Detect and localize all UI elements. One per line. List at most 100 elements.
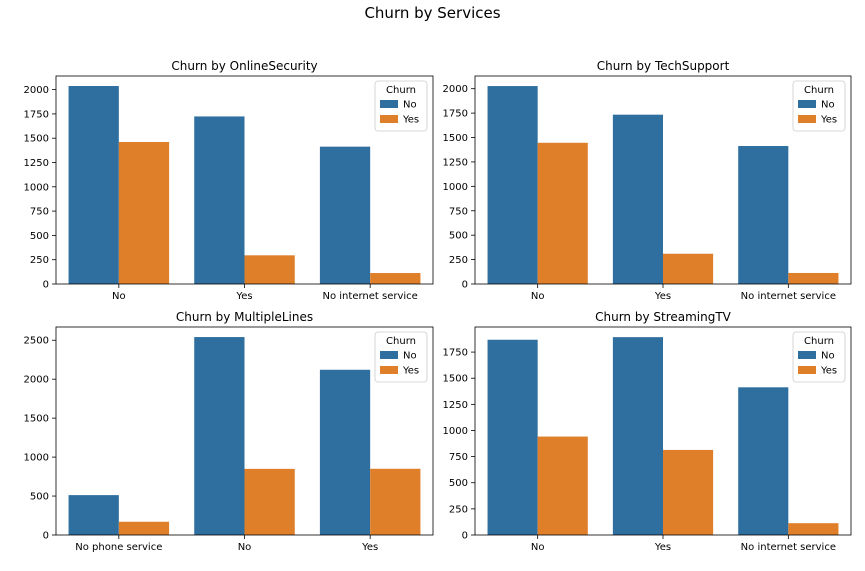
y-tick-label: 750 [30, 207, 49, 218]
bar-no-2 [612, 337, 663, 535]
y-tick-label: 1000 [443, 182, 468, 193]
x-tick-label: No [531, 542, 545, 553]
y-tick-label: 500 [30, 492, 49, 503]
chart-panel-1: Churn by OnlineSecurity 0 250 500 750 1000 125… [24, 59, 434, 302]
legend-label-no: No [821, 100, 835, 111]
y-tick-label: 250 [30, 255, 49, 266]
bar-yes-3 [788, 523, 839, 535]
x-tick-label: No internet service [741, 291, 836, 302]
x-tick-label: No internet service [741, 542, 836, 553]
y-tick-label: 750 [449, 452, 468, 463]
legend-label-yes: Yes [402, 115, 419, 126]
y-tick-label: 500 [449, 231, 468, 242]
legend-swatch-yes [380, 366, 398, 374]
bar-yes-1 [537, 436, 588, 535]
bar-yes-3 [370, 468, 421, 535]
legend-swatch-yes [798, 115, 816, 123]
legend: Churn No Yes [374, 80, 428, 132]
legend-swatch-no [380, 100, 398, 108]
y-tick-label: 1750 [443, 109, 468, 120]
bar-yes-2 [663, 253, 714, 284]
bar-yes-1 [118, 521, 170, 535]
bar-no-1 [487, 339, 538, 535]
bar-no-3 [738, 146, 789, 284]
bar-yes-1 [537, 142, 588, 284]
legend-label-no: No [403, 351, 417, 362]
legend: Churn No Yes [792, 80, 846, 132]
legend-label-no: No [403, 100, 417, 111]
bar-no-3 [319, 369, 371, 535]
bar-yes-3 [788, 272, 839, 284]
bar-yes-2 [663, 449, 714, 535]
bar-no-1 [68, 495, 119, 535]
legend-label-yes: Yes [402, 366, 419, 377]
legend: Churn No Yes [792, 331, 846, 383]
y-tick-label: 1500 [24, 414, 49, 425]
legend-title: Churn [386, 85, 416, 96]
bar-yes-1 [118, 141, 170, 284]
legend-swatch-yes [380, 115, 398, 123]
legend-swatch-no [798, 100, 816, 108]
y-tick-label: 0 [462, 280, 468, 291]
legend-title: Churn [386, 336, 416, 347]
x-tick-label: No [238, 542, 252, 553]
bar-no-2 [194, 337, 245, 535]
legend-label-no: No [821, 351, 835, 362]
y-tick-label: 1500 [443, 374, 468, 385]
bar-no-1 [68, 86, 119, 284]
legend-title: Churn [804, 85, 834, 96]
bar-no-1 [487, 86, 538, 284]
y-tick-label: 250 [449, 504, 468, 515]
legend-swatch-no [380, 351, 398, 359]
bar-no-2 [194, 116, 245, 284]
x-tick-label: Yes [235, 291, 252, 302]
legend-swatch-no [798, 351, 816, 359]
y-tick-label: 1000 [24, 453, 49, 464]
y-tick-label: 1250 [443, 157, 468, 168]
bar-no-3 [319, 146, 371, 284]
y-tick-label: 2000 [24, 375, 49, 386]
x-tick-label: No [112, 291, 126, 302]
x-tick-label: No [531, 291, 545, 302]
chart-title: Churn by OnlineSecurity [171, 59, 317, 73]
legend-swatch-yes [798, 366, 816, 374]
chart-panel-4: Churn by StreamingTV 0 250 500 750 1000 1250 15… [443, 310, 852, 553]
y-tick-label: 2000 [443, 84, 468, 95]
y-tick-label: 1250 [443, 400, 468, 411]
y-tick-label: 1250 [24, 158, 49, 169]
y-tick-label: 1500 [443, 133, 468, 144]
y-tick-label: 1750 [24, 109, 49, 120]
legend-label-yes: Yes [820, 366, 837, 377]
bar-yes-2 [244, 255, 295, 284]
y-tick-label: 0 [43, 280, 49, 291]
legend: Churn No Yes [374, 331, 428, 383]
x-tick-label: Yes [654, 542, 671, 553]
chart-panel-2: Churn by TechSupport 0 250 500 750 1000 1250 15… [443, 59, 852, 302]
x-tick-label: No internet service [323, 291, 418, 302]
bar-yes-2 [244, 468, 295, 535]
y-tick-label: 1500 [24, 134, 49, 145]
chart-title: Churn by StreamingTV [595, 310, 732, 324]
x-tick-label: Yes [361, 542, 378, 553]
y-tick-label: 250 [449, 255, 468, 266]
bar-yes-3 [370, 273, 421, 284]
bar-no-2 [612, 114, 663, 284]
y-tick-label: 500 [449, 478, 468, 489]
y-tick-label: 0 [43, 531, 49, 542]
figure-title: Churn by Services [364, 4, 501, 22]
x-tick-label: Yes [654, 291, 671, 302]
chart-title: Churn by MultipleLines [176, 310, 313, 324]
bar-no-3 [738, 387, 789, 535]
x-tick-label: No phone service [75, 542, 162, 553]
y-tick-label: 1000 [443, 426, 468, 437]
y-tick-label: 0 [462, 531, 468, 542]
chart-title: Churn by TechSupport [597, 59, 730, 73]
y-tick-label: 2000 [24, 85, 49, 96]
legend-title: Churn [804, 336, 834, 347]
chart-panel-3: Churn by MultipleLines 0 500 1000 1500 2000 25… [24, 310, 434, 553]
y-tick-label: 750 [449, 206, 468, 217]
y-tick-label: 1750 [443, 348, 468, 359]
y-tick-label: 500 [30, 231, 49, 242]
y-tick-label: 1000 [24, 182, 49, 193]
